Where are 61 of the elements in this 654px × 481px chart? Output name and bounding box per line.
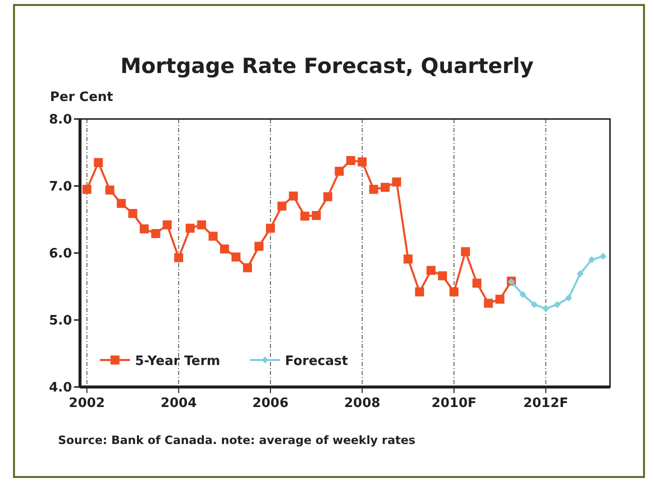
point (323, 192, 332, 202)
point (369, 184, 378, 194)
point (140, 224, 149, 234)
point (392, 177, 402, 186)
point (300, 212, 310, 221)
point (449, 287, 458, 296)
y-tick-label: 6.0 (48, 246, 72, 262)
point (576, 270, 584, 278)
point (415, 287, 424, 296)
point (151, 229, 160, 238)
point (128, 208, 138, 218)
point (186, 224, 195, 233)
x-tick-label: 2008 (344, 396, 380, 411)
point (94, 158, 103, 168)
x-tick-label: 2002 (68, 396, 105, 411)
point (554, 301, 561, 308)
x-tick-label: 2004 (160, 396, 197, 411)
point (426, 266, 436, 275)
point (530, 301, 538, 308)
point (600, 252, 607, 260)
point (472, 278, 482, 288)
point (208, 232, 218, 241)
y-axis-title: Per Cent (50, 90, 114, 105)
point (484, 298, 493, 308)
point (116, 198, 126, 208)
y-tick-label: 5.0 (48, 314, 72, 329)
point (346, 156, 356, 166)
point (588, 256, 596, 264)
x-tick-label: 2012F (523, 396, 568, 411)
point (266, 224, 275, 233)
point (288, 192, 298, 201)
y-tick-label: 8.0 (48, 112, 72, 128)
legend-label: 5-Year Term (135, 354, 220, 369)
point (232, 252, 241, 262)
point (404, 254, 413, 264)
point (438, 271, 448, 280)
point (380, 182, 390, 192)
x-tick-label: 2010F (431, 396, 477, 411)
y-tick-label: 7.0 (48, 180, 72, 195)
point (460, 247, 470, 256)
point (105, 186, 114, 195)
point (277, 202, 286, 211)
point (220, 244, 230, 254)
point (519, 291, 526, 298)
point (565, 294, 572, 302)
chart-title: Mortgage Rate Forecast, Quarterly (120, 54, 534, 78)
point (334, 166, 344, 176)
point (197, 220, 206, 230)
source-note: Source: Bank of Canada. note: average of weekly rates (58, 433, 416, 447)
point (542, 305, 550, 312)
x-tick-label: 2006 (252, 396, 289, 411)
point (242, 263, 252, 272)
point (254, 242, 264, 251)
point (358, 157, 367, 166)
y-tick-label: 4.0 (48, 380, 72, 396)
point (162, 220, 172, 230)
point (82, 184, 92, 194)
point (312, 210, 321, 220)
legend-label: Forecast (285, 354, 348, 369)
point (174, 253, 184, 262)
point (495, 294, 504, 304)
